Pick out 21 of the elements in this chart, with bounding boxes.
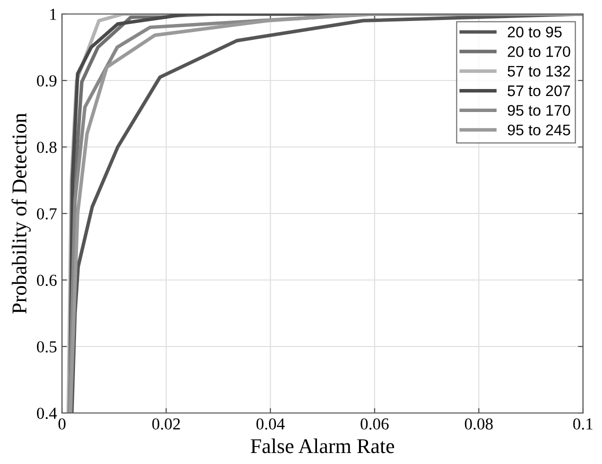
x-tick-label: 0.1	[573, 418, 592, 430]
legend-label: 57 to 132	[508, 66, 570, 77]
x-tick-label: 0	[58, 418, 66, 430]
y-tick-label: 0.7	[36, 208, 57, 220]
y-tick-label: 0.5	[36, 341, 56, 353]
y-tick-label: 0.8	[36, 142, 57, 154]
x-tick-label: 0.02	[152, 418, 180, 430]
y-tick-label: 0.6	[36, 274, 57, 286]
x-tick-label: 0.04	[256, 418, 285, 430]
y-axis-title: Probability of Detection	[12, 113, 31, 314]
x-axis-title: False Alarm Rate	[250, 438, 394, 454]
legend-label: 57 to 207	[508, 85, 570, 96]
x-tick-label: 0.06	[360, 418, 389, 430]
y-tick-label: 0.4	[36, 408, 57, 420]
legend-label: 20 to 95	[508, 26, 562, 38]
legend-label: 95 to 170	[508, 104, 570, 116]
y-tick-label: 1	[50, 8, 56, 20]
y-tick-label: 0.9	[36, 75, 56, 87]
legend-label: 95 to 245	[508, 124, 570, 136]
legend-label: 20 to 170	[508, 46, 570, 58]
x-tick-label: 0.08	[464, 418, 493, 430]
